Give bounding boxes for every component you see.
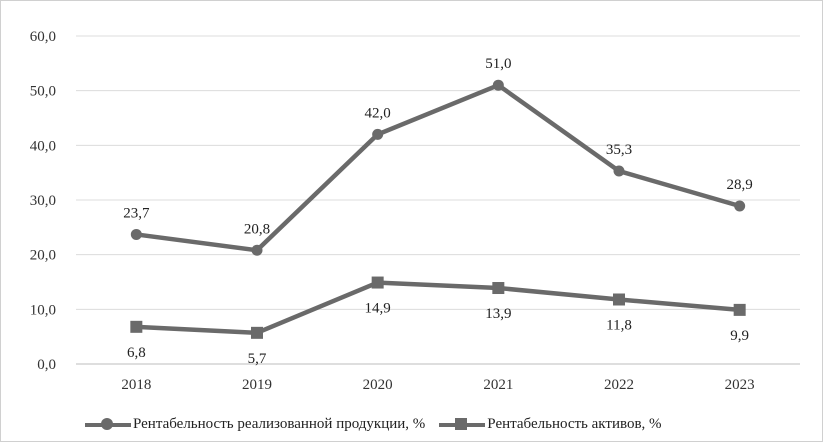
data-point: [733, 303, 746, 316]
legend-item-product-profitability: Рентабельность реализованной продукции, …: [85, 416, 425, 433]
data-label: 23,7: [123, 205, 150, 221]
series-layer: 23,7 20,8 42,0 51,0 35,3 28,9 6,8 5,7 14,9 13,9 11…: [123, 56, 753, 367]
legend-circle-marker-icon: [85, 416, 131, 432]
y-tick-label: 10,0: [30, 302, 56, 318]
data-point: [734, 200, 746, 212]
gridlines: [76, 35, 800, 365]
data-label: 35,3: [606, 142, 632, 158]
data-label: 9,9: [730, 328, 749, 344]
data-point: [371, 276, 384, 289]
data-point: [251, 326, 263, 339]
data-label: 13,9: [485, 306, 511, 322]
data-point: [492, 79, 504, 91]
legend-label-product-profitability: Рентабельность реализованной продукции, …: [133, 415, 426, 432]
y-tick-label: 40,0: [30, 138, 56, 154]
data-label: 5,7: [248, 351, 267, 367]
y-tick-label: 30,0: [30, 193, 56, 209]
data-label: 51,0: [485, 56, 511, 72]
x-axis-ticks: 2018 2019 2020 2021 2022 2023: [121, 377, 754, 393]
legend-square-marker-icon: [439, 416, 486, 432]
y-axis-ticks: 0,0 10,0 20,0 30,0 40,0 50,0 60,0: [30, 29, 56, 373]
data-point: [130, 320, 143, 333]
data-point: [251, 244, 263, 256]
x-tick-label: 2023: [725, 377, 755, 393]
series-line: [134, 280, 742, 336]
data-label: 6,8: [127, 345, 146, 361]
data-point: [613, 165, 625, 177]
data-point: [492, 282, 505, 295]
y-tick-label: 0,0: [37, 357, 56, 373]
y-tick-label: 50,0: [30, 84, 56, 100]
data-point: [130, 228, 142, 240]
data-label: 11,8: [606, 317, 632, 333]
y-tick-label: 20,0: [30, 248, 56, 264]
y-tick-label: 60,0: [30, 29, 56, 45]
x-tick-label: 2022: [604, 377, 634, 393]
legend-item-asset-profitability: Рентабельность активов, %: [439, 415, 662, 433]
data-label: 20,8: [244, 221, 270, 237]
legend: Рентабельность реализованной продукции, …: [85, 412, 676, 436]
data-label: 42,0: [365, 105, 391, 121]
data-point: [372, 128, 384, 140]
series-line: [134, 82, 742, 253]
data-label: 28,9: [727, 177, 753, 193]
data-point: [613, 293, 625, 306]
legend-label-asset-profitability: Рентабельность активов, %: [487, 415, 662, 432]
x-tick-label: 2020: [363, 377, 393, 393]
x-tick-label: 2019: [242, 377, 272, 393]
x-tick-label: 2018: [121, 377, 151, 393]
x-tick-label: 2021: [483, 377, 513, 393]
data-label: 14,9: [365, 301, 391, 317]
